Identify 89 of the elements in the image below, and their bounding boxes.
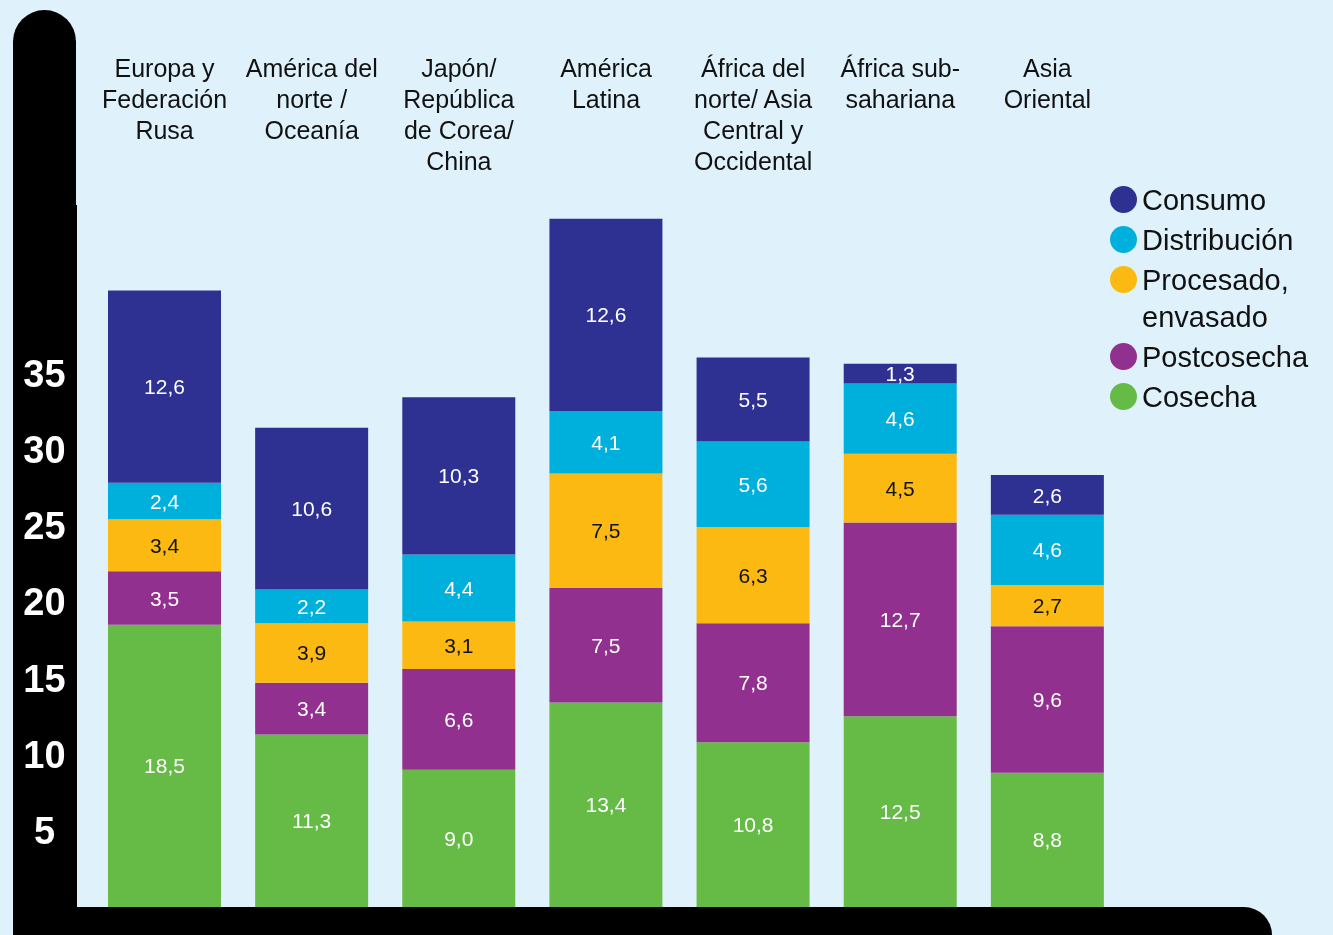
data-label: 4,6 [1032,538,1062,562]
bar [108,519,221,572]
x-tick-label: Europa y Federación Rusa [102,54,228,144]
bar [990,626,1104,773]
data-label: 2,2 [297,594,327,618]
bar [255,734,369,907]
bar [549,218,663,412]
data-label: 3,9 [297,641,327,665]
bar [549,473,663,589]
bar [843,363,957,384]
legend-label: Consumo [1142,183,1267,218]
data-label: 5,5 [738,388,768,412]
bar [549,588,663,703]
y-tick-label: 10 [23,734,66,777]
bar [255,682,369,735]
bar [843,383,957,454]
bar [108,571,221,625]
y-tick-label: 25 [23,505,66,548]
bar [549,702,663,907]
data-label: 4,4 [444,576,474,600]
data-label: 6,6 [444,707,474,731]
data-label: 3,4 [297,697,327,721]
bar [843,453,957,523]
bar [108,290,221,483]
bar [696,527,810,624]
data-label: 9,0 [444,826,474,850]
y-tick-label: 15 [23,657,66,700]
data-label: 4,6 [885,407,915,431]
bar [990,772,1104,907]
bar [402,621,516,669]
bar [696,441,810,527]
x-tick-label: Japón/ República de Corea/ China [403,54,515,175]
y-tick-label: 20 [23,581,66,624]
bar [108,624,221,907]
bar [255,427,369,590]
bar [549,411,663,474]
data-label: 10,6 [291,497,333,521]
bar [843,522,957,717]
data-label: 2,4 [149,489,180,513]
bar [696,742,810,907]
bar [843,716,957,907]
bar [990,475,1104,515]
data-label: 18,5 [144,754,185,778]
data-label: 3,1 [444,633,474,657]
bar [402,668,516,770]
bar [255,589,369,624]
y-tick-label: 5 [33,810,56,853]
data-label: 4,5 [885,476,915,500]
bar [255,623,369,683]
bar [696,623,810,743]
y-tick-label: 35 [23,352,66,395]
data-label: 12,7 [879,607,921,631]
legend-label: Procesado, envasado [1142,263,1289,335]
data-label: 3,5 [149,586,180,610]
y-tick-label: 30 [23,428,66,471]
data-label: 12,6 [144,375,185,399]
data-label: 6,3 [738,563,768,587]
x-tick-label: América Latina [560,54,652,113]
data-label: 2,7 [1032,594,1062,618]
bar [402,769,516,907]
bar [990,514,1104,585]
data-label: 10,3 [438,464,480,488]
data-label: 5,6 [738,472,768,496]
x-tick-label: Asia Oriental [1003,54,1092,113]
bar [696,357,810,442]
x-tick-label: África sub- sahariana [840,54,961,113]
data-label: 11,3 [291,809,332,833]
data-label: 9,6 [1032,688,1062,712]
legend-label: Cosecha [1142,380,1257,415]
bar [402,397,516,555]
data-label: 8,8 [1032,828,1062,852]
legend-label: Postcosecha [1142,340,1309,375]
legend-label: Distribución [1142,223,1294,258]
bar [402,554,516,622]
data-label: 1,3 [885,362,915,386]
data-label: 13,4 [585,793,627,817]
data-label: 10,8 [732,813,774,837]
data-label: 12,5 [879,800,921,824]
x-tick-label: África del norte/ Asia Central y Occidental [694,54,813,175]
data-label: 2,6 [1032,483,1062,507]
data-label: 4,1 [591,430,621,454]
bar [990,585,1104,627]
x-tick-label: América del norte / Oceanía [245,54,378,144]
data-label: 7,5 [591,633,621,657]
data-label: 7,8 [738,671,768,695]
data-label: 3,4 [149,533,180,557]
data-label: 7,5 [591,519,621,543]
bar [108,482,221,520]
data-label: 12,6 [585,303,627,327]
